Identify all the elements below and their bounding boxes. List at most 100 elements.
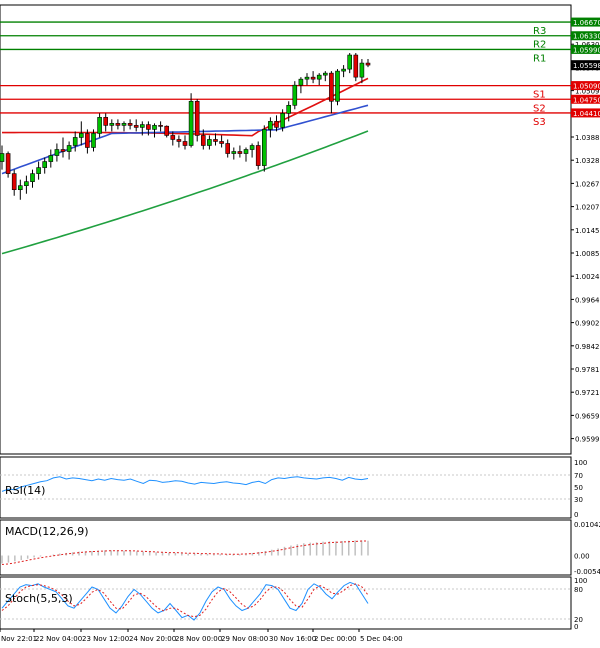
stoch-panel-frame [0,576,572,630]
candle-body [66,145,72,152]
candle-body [237,151,243,154]
moving-average-line [1,130,369,255]
candle-body [365,62,371,66]
time-tick-label: Nov 22:01 [1,635,37,643]
time-tick-label: 30 Nov 16:00 [269,635,316,643]
candle-body [36,167,41,174]
rsi-axis: 100 70 50 30 0 [574,459,587,519]
candle-body [194,100,200,136]
rsi-tick-label: 30 [574,496,583,504]
level-labels: R3 R2 R1 S1 S2 S3 [533,26,546,128]
candle-body [17,185,23,191]
price-tick-label: 0.96595 [575,412,600,420]
candle-body [158,125,163,127]
candle-body [329,72,334,102]
support-resistance-levels [0,21,571,114]
rsi-tick-label: 70 [574,472,583,480]
candle-body [48,155,54,162]
candle-body [115,123,121,126]
candle-body [182,141,188,146]
time-tick-label: 2 Dec 00:00 [314,635,357,643]
candle-body [353,54,359,78]
candle-body [316,74,322,80]
stoch-signal-line [1,583,369,618]
candle-body [201,135,206,146]
level-price-tags: 1.066701.063301.059901.050901.047501.044… [571,17,600,118]
candle-body [109,123,115,126]
price-tick-label: 1.02070 [575,204,600,212]
candle-body [274,121,279,128]
time-tick-label: 5 Dec 04:00 [360,635,403,643]
rsi-tick-label: 100 [574,459,587,467]
candle-body [146,124,151,130]
candle-body [188,100,194,146]
level-tag-bg-s3 [571,108,600,118]
candlesticks [0,53,371,200]
macd-panel[interactable]: 0.01042 0.00 -0.00544 MACD(12,26,9) [0,519,600,576]
candle-body [268,121,273,130]
candle-body [231,151,237,154]
rsi-tick-label: 0 [574,511,578,519]
macd-tick-label: -0.00544 [574,568,600,576]
stoch-main-line [1,581,369,621]
candle-body [341,68,346,72]
candle-body [176,139,182,142]
moving-average-line [2,77,369,137]
candle-body [359,62,365,78]
price-panel[interactable]: 1.069151.063001.057001.050901.044801.038… [0,4,600,455]
candle-body [164,125,169,136]
candle-body [213,139,218,142]
level-tag-label-s2: 1.04750 [573,96,600,104]
level-tag-label-r2: 1.06330 [573,33,600,41]
rsi-panel-frame [0,456,572,519]
macd-tick-label: 0.00 [574,553,590,561]
candle-body [11,173,17,191]
current-price-background [571,60,600,71]
candle-body [72,137,78,146]
rsi-label: RSI(14) [5,484,45,497]
price-tick-label: 1.03885 [575,134,600,142]
candle-body [219,141,224,144]
candle-body [121,123,127,126]
price-tick-label: 0.99025 [575,320,600,328]
price-tick-label: 0.95995 [575,436,600,444]
macd-tick-label: 0.01042 [574,521,600,529]
candle-body [298,78,304,86]
candle-body [54,149,60,156]
price-tick-label: 0.98425 [575,343,600,351]
current-price-label: 1.05598 [573,62,600,70]
candle-body [280,113,285,128]
candle-body [103,117,108,126]
candle-body [0,153,5,162]
level-label-s2: S2 [533,103,546,114]
level-tag-label-s1: 1.05090 [573,83,600,91]
level-tag-bg-s2 [571,94,600,104]
rsi-panel[interactable]: 100 70 50 30 0 RSI(14) [0,456,587,519]
time-tick-label: 22 Nov 04:00 [35,635,82,643]
macd-axis: 0.01042 0.00 -0.00544 [574,521,600,576]
price-tick-label: 1.05090 [575,88,600,96]
level-tag-bg-r2 [571,31,600,41]
level-tag-bg-s1 [571,81,600,91]
macd-panel-frame [0,519,572,576]
candle-body [42,161,48,168]
macd-label: MACD(12,26,9) [5,525,89,538]
level-tag-bg-r1 [571,44,600,54]
candle-body [97,117,102,134]
rsi-tick-label: 50 [574,484,583,492]
candle-body [133,125,139,128]
rsi-line [1,476,369,492]
candle-body [127,123,133,126]
level-tag-label-r3: 1.06670 [573,19,600,27]
stoch-tick-label: 80 [574,586,583,594]
candle-body [79,133,84,138]
candle-body [292,84,298,106]
